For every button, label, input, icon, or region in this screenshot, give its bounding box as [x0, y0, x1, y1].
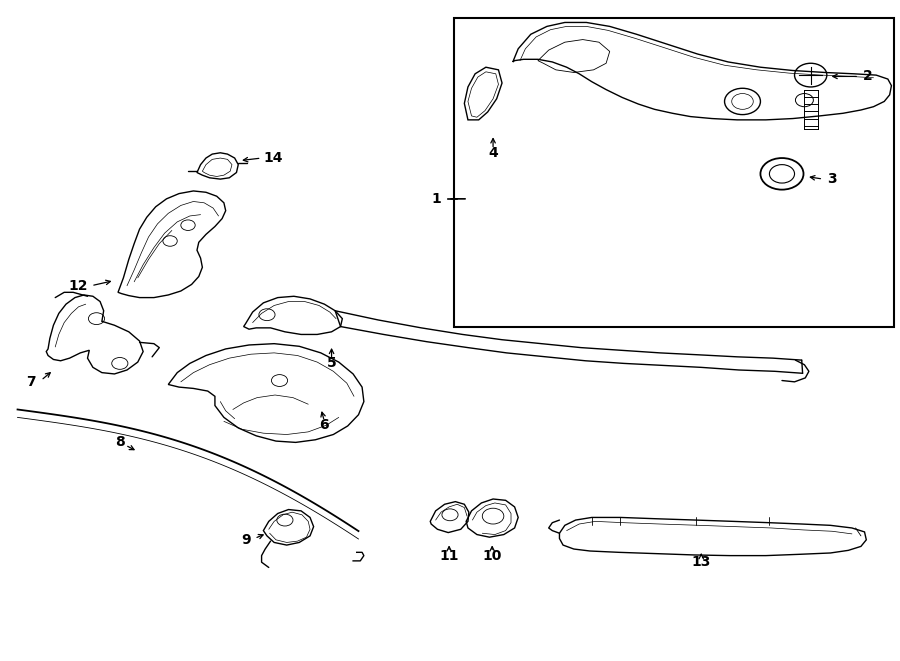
Text: 7: 7	[26, 375, 35, 389]
Text: 6: 6	[320, 418, 329, 432]
Text: 5: 5	[327, 356, 337, 370]
Text: 13: 13	[691, 555, 711, 569]
Text: 11: 11	[439, 549, 459, 563]
Text: 8: 8	[115, 436, 125, 449]
Text: 2: 2	[863, 69, 872, 83]
Text: 12: 12	[68, 279, 87, 293]
Text: 4: 4	[488, 146, 498, 160]
Text: 14: 14	[264, 151, 283, 165]
Bar	[454, 18, 894, 327]
Text: 9: 9	[241, 533, 251, 547]
Text: 10: 10	[482, 549, 502, 563]
Text: 1: 1	[431, 192, 441, 206]
Text: 3: 3	[827, 172, 836, 186]
